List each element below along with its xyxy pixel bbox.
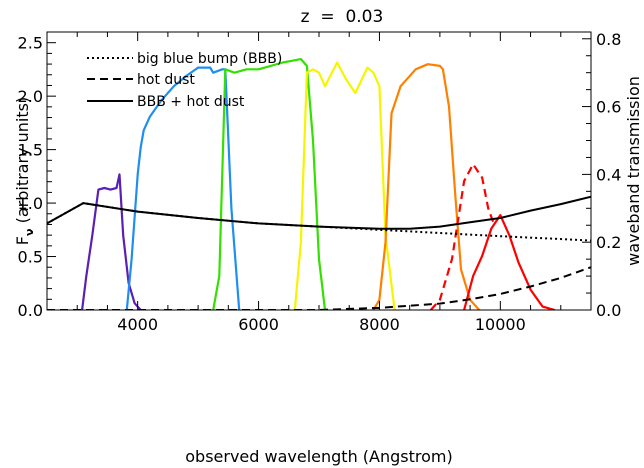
legend-bbb-label: big blue bump (BBB) — [137, 51, 282, 67]
y-right-tick-label: 0.4 — [596, 165, 621, 184]
y-right-tick-label: 0.0 — [596, 301, 621, 320]
filter-band-curve-4 — [293, 61, 396, 310]
y-right-tick-label: 0.8 — [596, 30, 621, 49]
y-left-tick-label: 2.0 — [18, 87, 43, 106]
axis-ticks: 4000 6000 8000 10000 0.0 0.5 1.0 1.5 2.0 2.5 0.0 0.… — [18, 30, 622, 334]
y-left-tick-label: 1.5 — [18, 141, 43, 160]
legend-hot-dust-label: hot dust — [137, 72, 195, 88]
x-tick-label: 4000 — [117, 315, 158, 334]
chart-title: z = 0.03 — [301, 7, 384, 27]
y-right-tick-label: 0.2 — [596, 233, 621, 252]
y-left-tick-label: 2.5 — [18, 34, 43, 53]
filter-band-curve-6 — [429, 163, 496, 310]
legend: big blue bump (BBB) hot dust BBB + hot dus… — [87, 51, 282, 110]
x-tick-label: 10000 — [475, 315, 526, 334]
filter-band-curve-5 — [372, 63, 481, 310]
x-tick-label: 8000 — [359, 315, 400, 334]
y-axis-right-label: waveband transmission — [624, 76, 643, 266]
y-left-tick-label: 0.5 — [18, 248, 43, 267]
y-left-label-rest: (arbitrary units) — [13, 97, 32, 229]
x-tick-label: 6000 — [238, 315, 279, 334]
filter-band-curve-3 — [212, 57, 327, 310]
y-left-tick-label: 1.0 — [18, 194, 43, 213]
plot-area — [47, 57, 591, 310]
bbb-plus-hot-dust-curve — [47, 195, 591, 230]
y-left-tick-label: 0.0 — [18, 301, 43, 320]
y-left-label-sub: ν — [23, 228, 36, 236]
legend-bbb-plus-hot-dust-label: BBB + hot dust — [137, 94, 245, 110]
filter-band-curve-7 — [463, 214, 555, 310]
y-right-tick-label: 0.6 — [596, 98, 621, 117]
y-axis-left-label: Fν (arbitrary units) — [13, 97, 36, 245]
y-left-label-main: F — [13, 236, 32, 245]
svg-text:Fν (arbitrary units): Fν (arbitrary units) — [13, 97, 36, 245]
x-axis-label: observed wavelength (Angstrom) — [185, 447, 452, 466]
filter-band-curve-2 — [125, 66, 241, 310]
